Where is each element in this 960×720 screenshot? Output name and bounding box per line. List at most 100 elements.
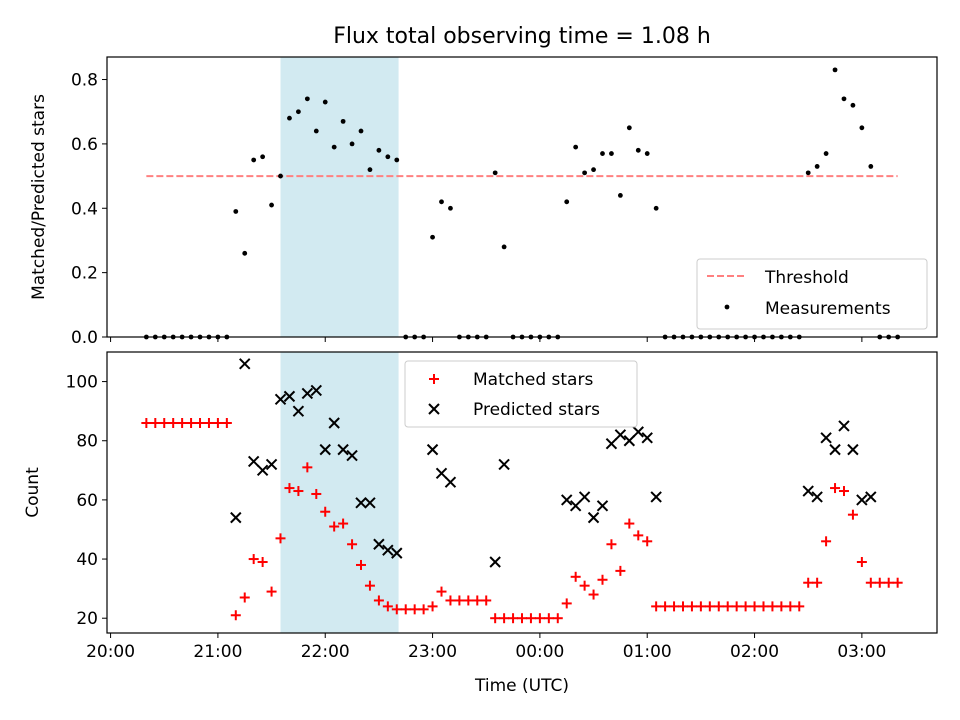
matched-star-point bbox=[239, 592, 250, 603]
matched-star-point bbox=[525, 613, 536, 624]
matched-star-point bbox=[588, 589, 599, 600]
predicted-star-point bbox=[641, 432, 653, 444]
x-tick-label: 02:00 bbox=[730, 642, 779, 662]
matched-star-point bbox=[293, 486, 304, 497]
matched-star-point bbox=[150, 417, 161, 428]
count-axes-frame bbox=[106, 351, 938, 634]
matched-star-point bbox=[722, 601, 733, 612]
ratio-panel: 0.00.20.40.60.8 Matched/Predicted stars … bbox=[29, 56, 938, 348]
matched-star-point bbox=[409, 604, 420, 615]
x-tick-label: 03:00 bbox=[837, 642, 886, 662]
measurement-point bbox=[635, 147, 641, 153]
predicted-star-point bbox=[364, 497, 376, 509]
predicted-star-point bbox=[596, 500, 609, 512]
measurement-point bbox=[376, 147, 382, 153]
legend-predicted-swatch bbox=[428, 403, 440, 415]
ratio-axes-frame bbox=[106, 56, 938, 338]
matched-star-point bbox=[221, 417, 232, 428]
predicted-star-point bbox=[337, 443, 349, 456]
matched-star-point bbox=[767, 601, 778, 612]
predicted-star-point bbox=[865, 491, 877, 503]
measurement-point bbox=[260, 154, 266, 160]
predicted-star-point bbox=[310, 384, 322, 397]
count-panel: 20 40 60 80 100 20:00 21:00 22:00 23:00 00:00 01:… bbox=[23, 351, 938, 696]
matched-star-point bbox=[543, 613, 554, 624]
measurement-point bbox=[823, 151, 829, 156]
legend-x-marker bbox=[428, 403, 440, 415]
y-tick-label: 100 bbox=[66, 373, 98, 393]
measurement-point bbox=[573, 144, 579, 150]
ratio-legend: Threshold Measurements bbox=[696, 258, 928, 330]
predicted-star-point bbox=[391, 547, 403, 559]
matched-star-point bbox=[499, 613, 510, 624]
measurement-point bbox=[868, 164, 874, 169]
measurement-point bbox=[251, 157, 257, 163]
matched-star-point bbox=[177, 417, 188, 428]
matched-star-point bbox=[570, 571, 581, 582]
matched-star-point bbox=[561, 598, 572, 609]
predicted-star-point bbox=[328, 417, 340, 429]
predicted-star-point bbox=[382, 544, 394, 556]
count-legend: Matched stars Predicted stars bbox=[404, 360, 638, 428]
matched-star-point bbox=[749, 601, 760, 612]
predicted-star-point bbox=[820, 432, 832, 444]
matched-star-point bbox=[883, 577, 894, 588]
matched-star-point bbox=[472, 595, 483, 606]
predicted-star-point bbox=[838, 420, 850, 432]
measurement-point bbox=[448, 205, 453, 211]
matched-star-point bbox=[865, 577, 876, 588]
matched-star-point bbox=[382, 601, 393, 612]
matched-star-point bbox=[195, 417, 206, 428]
legend-box bbox=[696, 258, 928, 330]
predicted-star-point bbox=[578, 491, 591, 503]
count-y-axis: 20 40 60 80 100 bbox=[66, 373, 107, 629]
x-tick-label: 21:00 bbox=[193, 642, 242, 662]
matched-star-point bbox=[794, 601, 805, 612]
measurement-point bbox=[832, 67, 838, 73]
legend-predicted-label: Predicted stars bbox=[473, 400, 600, 420]
legend-matched-swatch bbox=[429, 374, 439, 384]
measurement-point bbox=[430, 234, 435, 240]
matched-star-point bbox=[481, 595, 492, 606]
predicted-star-point bbox=[561, 494, 573, 506]
matched-star-point bbox=[552, 613, 563, 624]
predicted-star-point bbox=[856, 494, 868, 506]
measurement-point bbox=[805, 170, 811, 176]
predicted-star-point bbox=[346, 449, 358, 462]
matched-star-point bbox=[356, 559, 367, 570]
legend-threshold-label: Threshold bbox=[764, 268, 849, 288]
matched-star-point bbox=[347, 539, 358, 550]
predicted-star-point bbox=[373, 538, 385, 550]
matched-star-point bbox=[284, 483, 295, 494]
measurement-point bbox=[269, 202, 274, 208]
measurement-point bbox=[313, 128, 319, 134]
matched-star-point bbox=[266, 586, 277, 597]
ratio-y-axis: 0.0 0.2 0.4 0.6 0.8 bbox=[71, 71, 107, 348]
measurement-point bbox=[591, 167, 596, 173]
measurement-point bbox=[394, 157, 400, 163]
matched-star-point bbox=[141, 417, 152, 428]
matched-star-point bbox=[856, 557, 867, 568]
matched-star-point bbox=[311, 488, 322, 499]
matched-star-point bbox=[257, 557, 268, 568]
measurement-point bbox=[582, 170, 588, 176]
matched-star-point bbox=[534, 613, 545, 624]
matched-star-point bbox=[606, 539, 617, 550]
matched-star-point bbox=[275, 533, 286, 544]
matched-star-point bbox=[669, 601, 680, 612]
matched-star-point bbox=[704, 601, 715, 612]
measurement-point bbox=[501, 244, 507, 250]
y-tick-label: 0.2 bbox=[71, 264, 98, 284]
measurement-point bbox=[349, 141, 355, 147]
measurement-point bbox=[609, 151, 614, 156]
matched-star-point bbox=[427, 601, 438, 612]
measurement-point bbox=[644, 151, 650, 156]
predicted-star-point bbox=[829, 443, 841, 456]
matched-star-point bbox=[803, 577, 814, 588]
matched-star-point bbox=[338, 518, 349, 529]
predicted-star-point bbox=[614, 429, 627, 441]
measurement-point bbox=[358, 128, 364, 134]
matched-star-point bbox=[633, 530, 644, 541]
chart-title: Flux total observing time = 1.08 h bbox=[333, 24, 711, 49]
measurement-point bbox=[850, 102, 856, 108]
